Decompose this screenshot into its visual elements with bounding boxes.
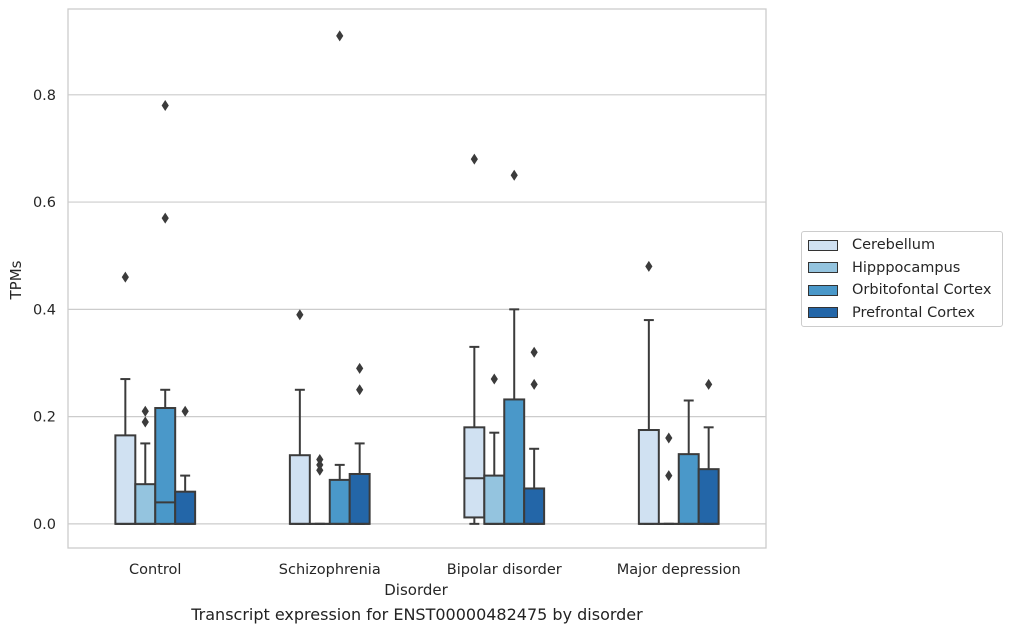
outlier-point [530, 378, 538, 390]
outlier-point [470, 153, 478, 165]
box-body [154, 407, 177, 525]
y-tick-label: 0.6 [33, 195, 56, 211]
y-axis-label: TPMs [7, 260, 25, 300]
box-body [637, 429, 660, 525]
legend-item: Orbitofontal Cortex [808, 280, 991, 300]
box-cerebellum [637, 260, 660, 525]
legend-swatch [808, 262, 838, 273]
y-tick-label: 0.8 [33, 88, 56, 104]
box-body [677, 453, 700, 525]
box-orbitofontal-cortex [328, 30, 351, 525]
box-body [463, 426, 486, 519]
box-prefrontal-cortex [348, 362, 371, 525]
box-body [288, 454, 311, 525]
box-body [114, 434, 137, 525]
outlier-point [530, 346, 538, 358]
x-tick-label: Bipolar disorder [447, 562, 562, 578]
outlier-point [161, 212, 169, 224]
outlier-point [356, 362, 364, 374]
outlier-point [161, 100, 169, 112]
box-orbitofontal-cortex [503, 169, 526, 525]
outlier-point [141, 416, 149, 428]
plot-area-frame [67, 8, 767, 549]
box-orbitofontal-cortex [677, 399, 700, 525]
y-tick-label: 0.4 [33, 302, 56, 318]
box-hipppocampus [657, 432, 680, 525]
outlier-point [336, 30, 344, 42]
x-tick-label: Major depression [617, 562, 741, 578]
y-tick-labels: 0.0 0.2 0.4 0.6 0.8 [33, 88, 56, 533]
legend-swatch [808, 284, 838, 296]
outlier-point [316, 454, 324, 466]
outlier-point [705, 378, 713, 390]
x-axis-label: Disorder [384, 581, 448, 599]
legend-swatch [808, 307, 838, 318]
box-orbitofontal-cortex [154, 100, 177, 525]
outlier-point [121, 271, 129, 283]
box-prefrontal-cortex [174, 405, 197, 525]
box-body [503, 398, 526, 525]
outlier-point [645, 260, 653, 272]
box-hipppocampus [308, 454, 331, 525]
box-hipppocampus [134, 405, 157, 525]
legend-label: Cerebellum [852, 237, 936, 253]
box-body [697, 468, 720, 525]
figure-caption: Transcript expression for ENST0000048247… [191, 605, 643, 624]
outlier-point [665, 432, 673, 444]
outlier-point [296, 309, 304, 321]
box-prefrontal-cortex [523, 346, 546, 525]
box-body [483, 474, 506, 525]
box-body [348, 472, 371, 525]
legend-label: Prefrontal Cortex [852, 304, 975, 321]
x-tick-label: Control [129, 562, 181, 578]
box-body [134, 483, 157, 525]
x-tick-label: Schizophrenia [279, 562, 381, 578]
box-body [328, 478, 351, 525]
legend-swatch [808, 239, 838, 251]
y-tick-label: 0.2 [33, 410, 56, 426]
legend-label: Hipppocampus [852, 259, 961, 276]
box-prefrontal-cortex [697, 378, 720, 525]
box-cerebellum [463, 153, 486, 525]
box-plot-series [114, 30, 720, 525]
outlier-point [181, 405, 189, 417]
box-body [174, 490, 197, 525]
x-tick-labels: Control Schizophrenia Bipolar disorder Majo… [129, 562, 741, 578]
legend-item: Prefrontal Cortex [808, 303, 975, 323]
legend-item: Hipppocampus [808, 258, 960, 278]
legend-item: Cerebellum [808, 235, 935, 255]
outlier-point [510, 169, 518, 181]
outlier-point [141, 405, 149, 417]
y-tick-label: 0.0 [33, 517, 56, 533]
outlier-point [490, 373, 498, 385]
box-body [523, 487, 546, 525]
box-cerebellum [114, 271, 137, 525]
legend-label: Orbitofontal Cortex [852, 282, 992, 298]
legend: Cerebellum Hipppocampus Orbitofontal Corte… [801, 231, 1003, 327]
box-cerebellum [288, 309, 311, 525]
box-hipppocampus [483, 373, 506, 525]
outlier-point [356, 384, 364, 396]
outlier-point [665, 470, 673, 482]
